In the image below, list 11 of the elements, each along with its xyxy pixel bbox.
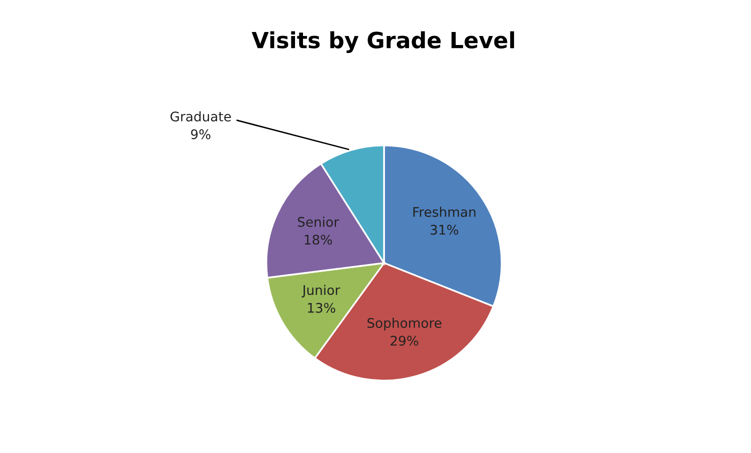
data-label: 29% [390,336,418,346]
slice-label: Freshman [413,206,476,217]
slice-label: Senior [298,216,340,227]
chart-title: Visits by Grade Level [252,31,514,53]
data-label: 9% [191,129,210,140]
data-label: 13% [308,302,336,313]
data-label: 31% [430,224,458,235]
slice-label: Sophomore [367,318,442,331]
slice-label: Graduate [170,111,231,122]
slice-label: Junior [302,284,340,298]
data-label: 18% [304,234,332,245]
